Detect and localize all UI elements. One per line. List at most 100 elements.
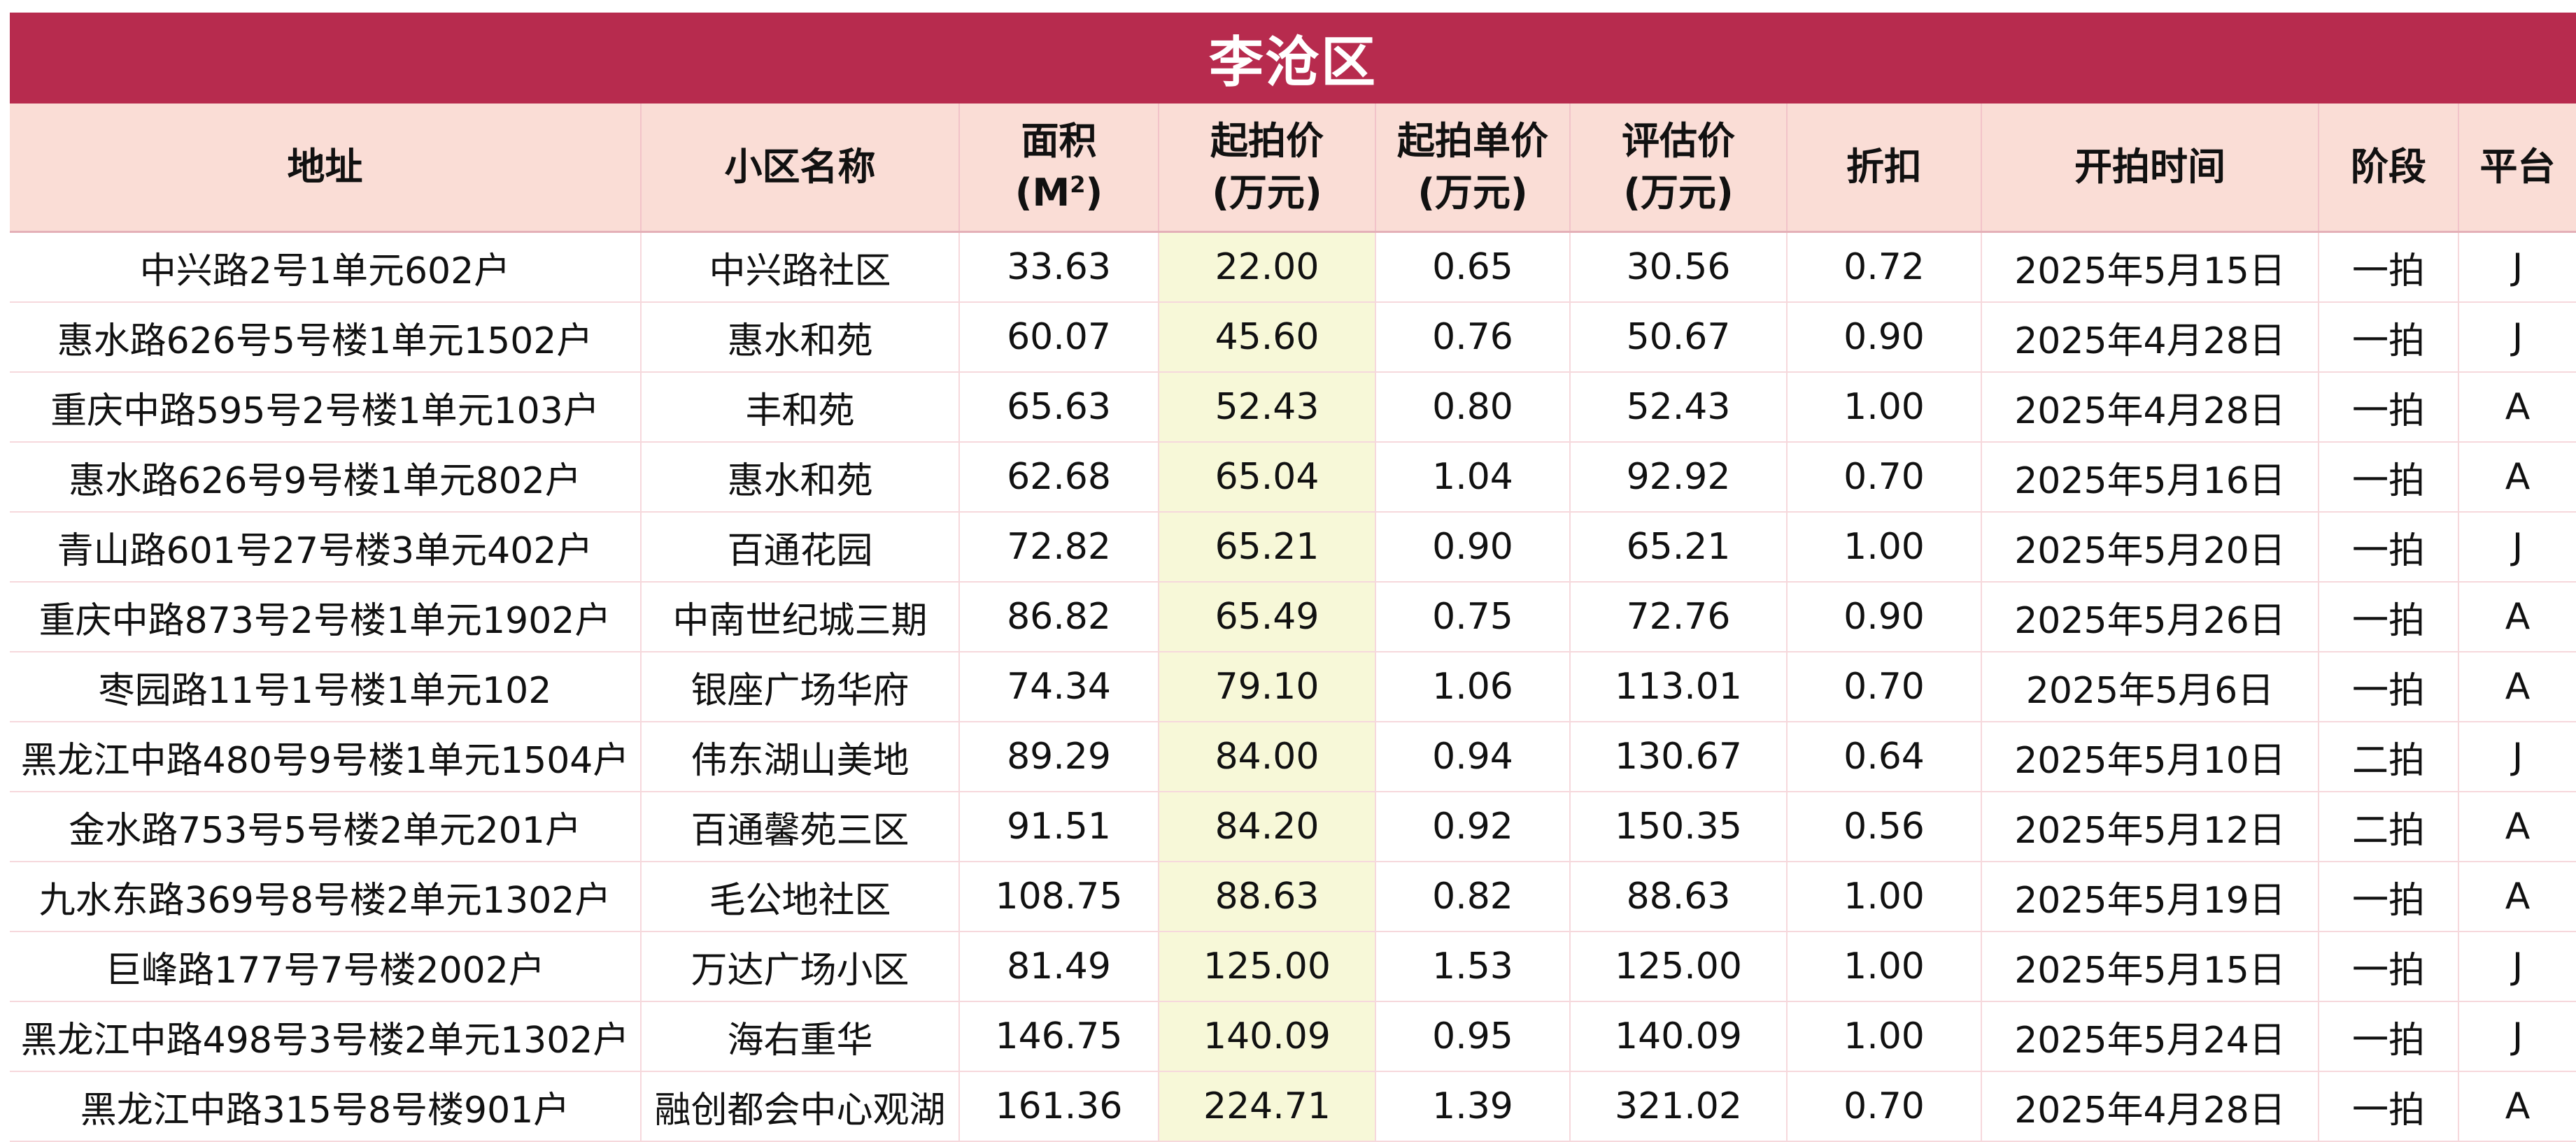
col-header-address[interactable]: 地址 <box>10 104 642 233</box>
cell-auction-time[interactable]: 2025年5月6日 <box>1981 652 2319 722</box>
cell-stage[interactable]: 二拍 <box>2319 722 2459 792</box>
cell-auction-time[interactable]: 2025年5月20日 <box>1981 512 2319 583</box>
cell-unit-price[interactable]: 1.53 <box>1375 932 1571 1002</box>
cell-platform[interactable]: J <box>2458 932 2576 1002</box>
cell-auction-time[interactable]: 2025年4月28日 <box>1981 302 2319 373</box>
cell-community[interactable]: 中南世纪城三期 <box>641 582 960 652</box>
cell-discount[interactable]: 1.00 <box>1787 1001 1982 1072</box>
cell-address[interactable]: 枣园路11号1号楼1单元102 <box>10 652 642 722</box>
cell-area[interactable]: 62.68 <box>959 442 1159 513</box>
cell-community[interactable]: 惠水和苑 <box>641 442 960 513</box>
cell-discount[interactable]: 0.90 <box>1787 302 1982 373</box>
cell-platform[interactable]: A <box>2458 862 2576 932</box>
cell-unit-price[interactable]: 0.76 <box>1375 302 1571 373</box>
cell-unit-price[interactable]: 0.82 <box>1375 862 1571 932</box>
cell-stage[interactable]: 一拍 <box>2319 932 2459 1002</box>
col-header-platform[interactable]: 平台 <box>2458 104 2576 233</box>
cell-address[interactable]: 金水路753号5号楼2单元201户 <box>10 792 642 862</box>
cell-eval-price[interactable]: 65.21 <box>1570 512 1788 583</box>
cell-start-price[interactable]: 65.04 <box>1159 442 1376 513</box>
cell-unit-price[interactable]: 1.04 <box>1375 442 1571 513</box>
cell-auction-time[interactable]: 2025年5月10日 <box>1981 722 2319 792</box>
cell-platform[interactable]: A <box>2458 1071 2576 1142</box>
cell-stage[interactable]: 一拍 <box>2319 372 2459 443</box>
cell-community[interactable]: 毛公地社区 <box>641 862 960 932</box>
cell-auction-time[interactable]: 2025年5月15日 <box>1981 932 2319 1002</box>
cell-eval-price[interactable]: 92.92 <box>1570 442 1788 513</box>
cell-platform[interactable]: J <box>2458 231 2576 303</box>
cell-discount[interactable]: 1.00 <box>1787 512 1982 583</box>
cell-eval-price[interactable]: 50.67 <box>1570 302 1788 373</box>
cell-platform[interactable]: J <box>2458 1001 2576 1072</box>
cell-area[interactable]: 74.34 <box>959 652 1159 722</box>
cell-discount[interactable]: 0.72 <box>1787 231 1982 303</box>
cell-start-price[interactable]: 52.43 <box>1159 372 1376 443</box>
cell-community[interactable]: 万达广场小区 <box>641 932 960 1002</box>
col-header-stage[interactable]: 阶段 <box>2319 104 2459 233</box>
cell-stage[interactable]: 一拍 <box>2319 512 2459 583</box>
cell-start-price[interactable]: 125.00 <box>1159 932 1376 1002</box>
cell-auction-time[interactable]: 2025年4月28日 <box>1981 1071 2319 1142</box>
cell-auction-time[interactable]: 2025年5月15日 <box>1981 231 2319 303</box>
cell-area[interactable]: 146.75 <box>959 1001 1159 1072</box>
cell-address[interactable]: 中兴路2号1单元602户 <box>10 231 642 303</box>
cell-start-price[interactable]: 140.09 <box>1159 1001 1376 1072</box>
cell-platform[interactable]: A <box>2458 652 2576 722</box>
cell-community[interactable]: 伟东湖山美地 <box>641 722 960 792</box>
cell-discount[interactable]: 0.90 <box>1787 582 1982 652</box>
cell-auction-time[interactable]: 2025年5月26日 <box>1981 582 2319 652</box>
cell-community[interactable]: 丰和苑 <box>641 372 960 443</box>
cell-area[interactable]: 108.75 <box>959 862 1159 932</box>
cell-platform[interactable]: A <box>2458 792 2576 862</box>
cell-eval-price[interactable]: 88.63 <box>1570 862 1788 932</box>
cell-stage[interactable]: 一拍 <box>2319 1001 2459 1072</box>
cell-auction-time[interactable]: 2025年5月12日 <box>1981 792 2319 862</box>
cell-address[interactable]: 九水东路369号8号楼2单元1302户 <box>10 862 642 932</box>
cell-discount[interactable]: 0.70 <box>1787 1071 1982 1142</box>
cell-eval-price[interactable]: 30.56 <box>1570 231 1788 303</box>
cell-area[interactable]: 81.49 <box>959 932 1159 1002</box>
cell-address[interactable]: 巨峰路177号7号楼2002户 <box>10 932 642 1002</box>
cell-stage[interactable]: 一拍 <box>2319 231 2459 303</box>
cell-unit-price[interactable]: 0.75 <box>1375 582 1571 652</box>
cell-platform[interactable]: A <box>2458 582 2576 652</box>
cell-eval-price[interactable]: 321.02 <box>1570 1071 1788 1142</box>
cell-start-price[interactable]: 79.10 <box>1159 652 1376 722</box>
cell-start-price[interactable]: 45.60 <box>1159 302 1376 373</box>
cell-discount[interactable]: 1.00 <box>1787 862 1982 932</box>
cell-area[interactable]: 86.82 <box>959 582 1159 652</box>
cell-address[interactable]: 惠水路626号5号楼1单元1502户 <box>10 302 642 373</box>
cell-unit-price[interactable]: 0.65 <box>1375 231 1571 303</box>
cell-address[interactable]: 黑龙江中路480号9号楼1单元1504户 <box>10 722 642 792</box>
cell-area[interactable]: 161.36 <box>959 1071 1159 1142</box>
cell-address[interactable]: 重庆中路595号2号楼1单元103户 <box>10 372 642 443</box>
cell-eval-price[interactable]: 113.01 <box>1570 652 1788 722</box>
cell-unit-price[interactable]: 0.94 <box>1375 722 1571 792</box>
col-header-community[interactable]: 小区名称 <box>641 104 960 233</box>
cell-address[interactable]: 重庆中路873号2号楼1单元1902户 <box>10 582 642 652</box>
cell-eval-price[interactable]: 125.00 <box>1570 932 1788 1002</box>
col-header-auction-time[interactable]: 开拍时间 <box>1981 104 2319 233</box>
cell-unit-price[interactable]: 0.90 <box>1375 512 1571 583</box>
cell-start-price[interactable]: 22.00 <box>1159 231 1376 303</box>
cell-address[interactable]: 惠水路626号9号楼1单元802户 <box>10 442 642 513</box>
cell-community[interactable]: 百通花园 <box>641 512 960 583</box>
cell-area[interactable]: 65.63 <box>959 372 1159 443</box>
col-header-discount[interactable]: 折扣 <box>1787 104 1982 233</box>
cell-platform[interactable]: A <box>2458 372 2576 443</box>
cell-area[interactable]: 89.29 <box>959 722 1159 792</box>
cell-community[interactable]: 海右重华 <box>641 1001 960 1072</box>
cell-discount[interactable]: 1.00 <box>1787 372 1982 443</box>
cell-unit-price[interactable]: 0.95 <box>1375 1001 1571 1072</box>
cell-eval-price[interactable]: 150.35 <box>1570 792 1788 862</box>
cell-stage[interactable]: 一拍 <box>2319 862 2459 932</box>
cell-area[interactable]: 72.82 <box>959 512 1159 583</box>
cell-eval-price[interactable]: 52.43 <box>1570 372 1788 443</box>
cell-discount[interactable]: 0.64 <box>1787 722 1982 792</box>
col-header-unit-price[interactable]: 起拍单价 (万元) <box>1375 104 1571 233</box>
cell-community[interactable]: 百通馨苑三区 <box>641 792 960 862</box>
cell-start-price[interactable]: 88.63 <box>1159 862 1376 932</box>
cell-stage[interactable]: 一拍 <box>2319 652 2459 722</box>
cell-address[interactable]: 黑龙江中路498号3号楼2单元1302户 <box>10 1001 642 1072</box>
col-header-start-price[interactable]: 起拍价 (万元) <box>1159 104 1376 233</box>
